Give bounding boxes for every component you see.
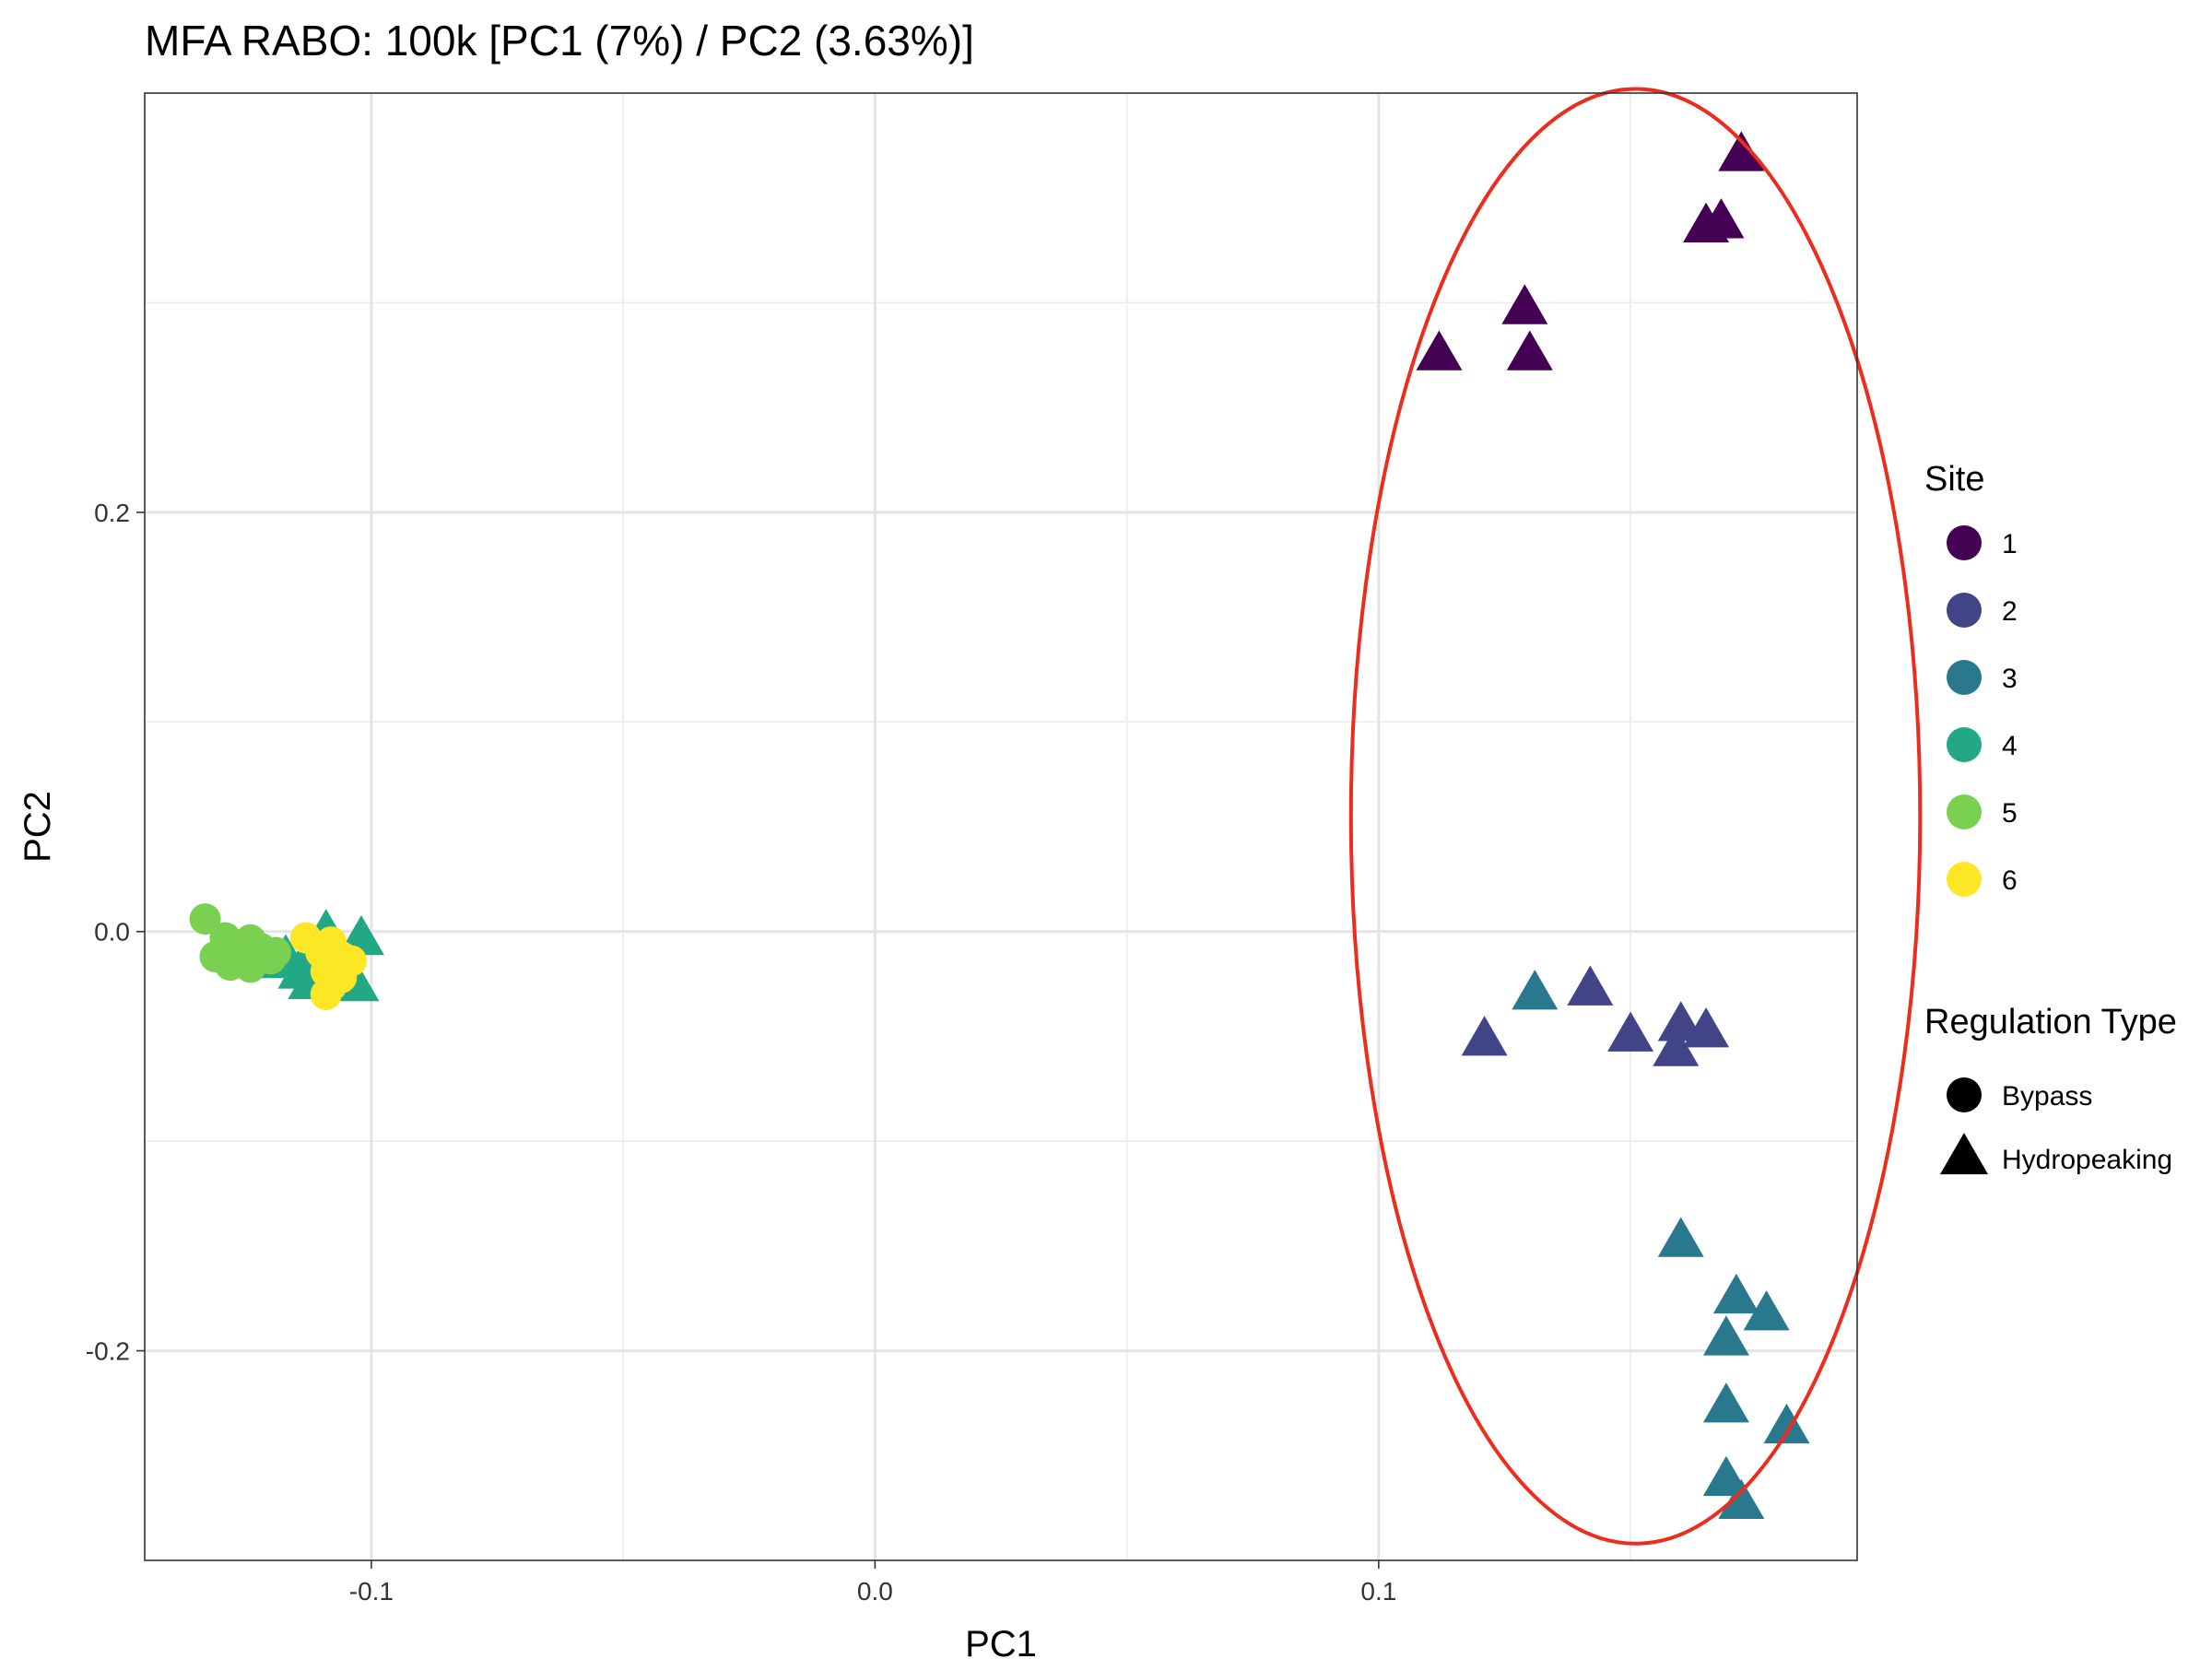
data-point-site-2 — [1567, 965, 1614, 1006]
y-tick-label: 0.2 — [94, 499, 130, 527]
y-axis-ticks: -0.2 0.0 0.2 — [86, 499, 145, 1366]
major-gridlines — [145, 93, 1857, 1560]
data-point-site-5 — [254, 943, 287, 975]
x-tick-label: -0.1 — [349, 1577, 394, 1606]
data-point-site-6 — [335, 945, 368, 977]
data-point-site-1 — [1718, 131, 1765, 171]
legend-regulation-title: Regulation Type — [1924, 1003, 2177, 1041]
legend-site-label: 2 — [2002, 596, 2018, 627]
data-point-site-1 — [1683, 202, 1730, 243]
legend-site-label: 3 — [2002, 664, 2018, 694]
data-point-site-1 — [1501, 284, 1548, 324]
data-point-site-1 — [1506, 330, 1553, 371]
data-point-site-3 — [1763, 1403, 1810, 1444]
data-point-site-2 — [1657, 1001, 1704, 1041]
data-point-site-2 — [1461, 1016, 1508, 1056]
x-tick-label: 0.0 — [857, 1577, 893, 1606]
legend-site-key — [1947, 727, 1982, 762]
data-point-site-3 — [1743, 1290, 1790, 1331]
legend-site-label: 1 — [2002, 529, 2018, 559]
data-point-site-3 — [1702, 1382, 1749, 1423]
x-axis-title: PC1 — [965, 1624, 1037, 1659]
legend-site-key — [1947, 660, 1982, 695]
legend-site-label: 6 — [2002, 865, 2018, 896]
data-point-site-3 — [1702, 1315, 1749, 1356]
minor-gridlines — [145, 93, 1857, 1560]
y-tick-label: 0.0 — [94, 918, 130, 947]
legend-site-key — [1947, 525, 1982, 560]
data-point-site-5 — [189, 903, 221, 935]
legend-regulation-label: Bypass — [2002, 1081, 2092, 1112]
legend-site-key — [1947, 862, 1982, 897]
data-point-site-2 — [1653, 1026, 1700, 1066]
data-point-site-3 — [1657, 1217, 1704, 1257]
x-tick-label: 0.1 — [1360, 1577, 1396, 1606]
data-point-site-2 — [1607, 1011, 1654, 1052]
x-axis-ticks: -0.1 0.0 0.1 — [349, 1560, 1396, 1606]
legend-site-title: Site — [1924, 460, 1984, 499]
y-tick-label: -0.2 — [86, 1337, 130, 1366]
highlight-ellipse — [1348, 87, 1923, 1546]
legend-hydropeaking-key — [1940, 1133, 1988, 1175]
data-point-site-3 — [1718, 1478, 1765, 1520]
legend-site-label: 4 — [2002, 731, 2018, 761]
legend-regulation-entries: Bypass Hydropeaking — [1940, 1077, 2172, 1175]
data-point-site-1 — [1416, 330, 1463, 371]
plot-border — [144, 92, 1858, 1561]
legend-site-label: 5 — [2002, 798, 2018, 829]
data-point-site-2 — [1683, 1007, 1730, 1048]
legend-site-entries: 1 2 3 4 5 6 — [1947, 525, 2018, 897]
legend-regulation-label: Hydropeaking — [2002, 1145, 2172, 1175]
data-points — [189, 131, 1810, 1520]
y-axis-title: PC2 — [18, 791, 58, 863]
data-point-site-3 — [1712, 1273, 1759, 1314]
legend-site-key — [1947, 593, 1982, 628]
chart-title: MFA RABO: 100k [PC1 (7%) / PC2 (3.63%)] — [145, 17, 974, 65]
plot-background — [145, 93, 1857, 1560]
legend-bypass-key — [1947, 1077, 1982, 1112]
data-point-site-6 — [310, 978, 342, 1010]
data-point-site-3 — [1512, 970, 1559, 1010]
legend: Site 1 2 3 4 5 6 Regulation Type Bypass Hydrop… — [1924, 460, 2177, 1175]
legend-site-key — [1947, 794, 1982, 830]
